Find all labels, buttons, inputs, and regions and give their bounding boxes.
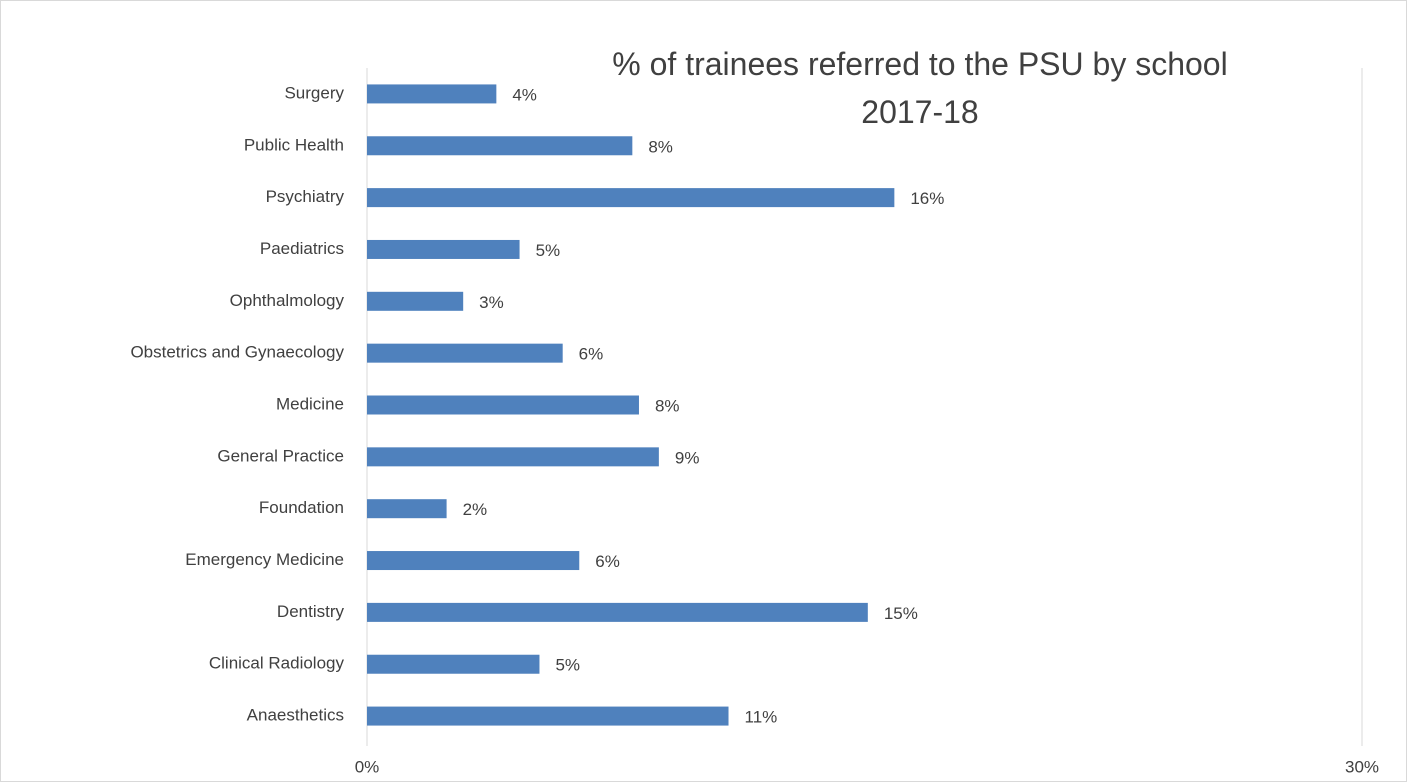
data-label: 9% (675, 448, 700, 467)
y-tick-label: Obstetrics and Gynaecology (130, 343, 344, 362)
data-label: 3% (479, 293, 504, 312)
bar (367, 136, 633, 156)
data-label: 5% (555, 656, 580, 675)
y-tick-label: Dentistry (277, 602, 345, 621)
data-label: 6% (595, 552, 620, 571)
data-label: 8% (655, 396, 680, 415)
bar (367, 551, 580, 571)
bar (367, 499, 447, 519)
y-tick-label: General Practice (217, 446, 344, 465)
bar (367, 239, 520, 259)
data-label: 15% (884, 604, 918, 623)
y-tick-label: Anaesthetics (247, 706, 344, 725)
x-tick-label: 30% (1345, 757, 1379, 776)
y-tick-label: Clinical Radiology (209, 654, 345, 673)
data-label: 11% (745, 708, 778, 727)
data-label: 8% (648, 137, 673, 156)
y-tick-label: Medicine (276, 394, 344, 413)
bar (367, 343, 563, 363)
y-tick-label: Psychiatry (266, 187, 345, 206)
x-tick-label: 0% (355, 757, 380, 776)
bar (367, 291, 464, 311)
data-label: 16% (910, 189, 944, 208)
y-tick-label: Public Health (244, 135, 344, 154)
chart-title: % of trainees referred to the PSU by sch… (612, 46, 1228, 130)
data-label: 4% (512, 85, 537, 104)
data-label: 5% (536, 241, 561, 260)
y-tick-label: Emergency Medicine (185, 550, 344, 569)
bar (367, 654, 540, 674)
bar (367, 395, 639, 415)
data-label: 6% (579, 345, 604, 364)
bar (367, 84, 497, 104)
y-tick-label: Foundation (259, 498, 344, 517)
bar (367, 602, 868, 622)
y-tick-label: Paediatrics (260, 239, 344, 258)
bar (367, 706, 729, 726)
data-label: 2% (463, 500, 488, 519)
bar (367, 447, 659, 467)
y-tick-label: Surgery (284, 83, 344, 102)
bar (367, 188, 895, 208)
y-tick-label: Ophthalmology (230, 291, 345, 310)
